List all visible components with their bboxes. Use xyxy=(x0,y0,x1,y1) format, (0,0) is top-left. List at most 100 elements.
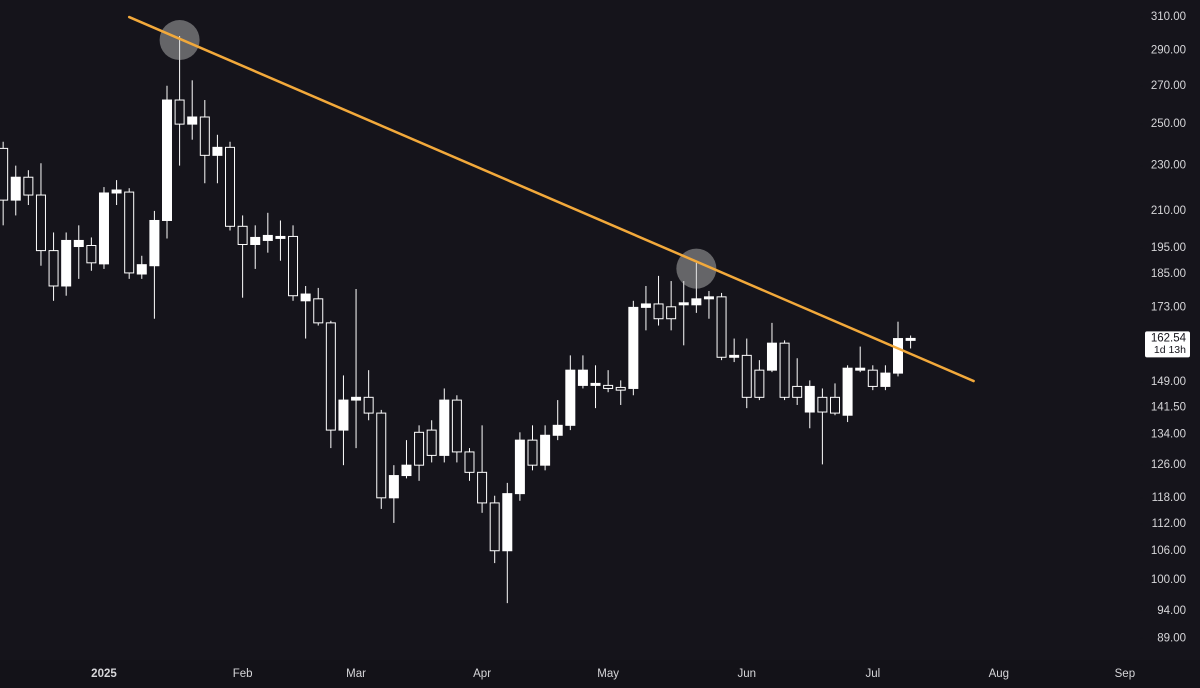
down-candle xyxy=(0,147,9,201)
down-candle xyxy=(35,194,46,252)
down-candle xyxy=(754,369,765,398)
y-tick-label: 126.00 xyxy=(1151,459,1186,471)
up-candle xyxy=(161,99,172,221)
up-candle xyxy=(880,372,891,387)
down-candle xyxy=(451,399,462,453)
up-candle xyxy=(552,424,563,436)
y-tick-label: 149.00 xyxy=(1151,376,1186,388)
y-tick-label: 195.00 xyxy=(1151,242,1186,254)
x-tick-label: Apr xyxy=(473,668,491,680)
down-candle xyxy=(615,386,626,391)
up-candle xyxy=(514,439,525,495)
up-candle xyxy=(338,399,349,431)
up-candle xyxy=(300,293,311,302)
up-candle xyxy=(893,338,904,374)
down-candle xyxy=(23,176,34,196)
up-candle xyxy=(766,342,777,371)
up-candle xyxy=(855,367,866,371)
up-candle xyxy=(98,192,109,265)
down-candle xyxy=(414,431,425,466)
x-tick-label: Feb xyxy=(233,668,253,680)
y-tick-label: 230.00 xyxy=(1151,160,1186,172)
up-candle xyxy=(540,434,551,466)
y-tick-label: 173.00 xyxy=(1151,301,1186,313)
up-candle xyxy=(187,116,198,125)
down-candle xyxy=(527,439,538,466)
down-candle xyxy=(48,250,59,287)
up-candle xyxy=(401,464,412,477)
up-candle xyxy=(565,369,576,426)
up-candle xyxy=(678,302,689,306)
up-candle xyxy=(275,235,286,239)
y-tick-label: 94.00 xyxy=(1157,605,1186,617)
up-candle xyxy=(842,367,853,416)
down-candle xyxy=(199,116,210,156)
y-tick-label: 112.00 xyxy=(1152,518,1186,530)
x-tick-label: Aug xyxy=(989,668,1009,680)
up-candle xyxy=(111,189,122,194)
down-candle xyxy=(779,342,790,398)
up-candle xyxy=(351,396,362,401)
down-candle xyxy=(489,502,500,552)
y-tick-label: 134.00 xyxy=(1151,429,1186,441)
y-tick-label: 106.00 xyxy=(1151,545,1186,557)
down-candle xyxy=(666,306,677,320)
down-candle xyxy=(86,245,97,264)
trendline xyxy=(127,15,975,383)
down-candle xyxy=(237,225,248,245)
down-candle xyxy=(653,303,664,320)
y-tick-label: 250.00 xyxy=(1151,118,1186,130)
down-candle xyxy=(741,354,752,398)
down-candle xyxy=(288,235,299,297)
x-tick-label: May xyxy=(597,668,619,680)
up-candle xyxy=(703,296,714,300)
down-candle xyxy=(464,451,475,473)
up-candle xyxy=(691,298,702,306)
y-tick-label: 185.00 xyxy=(1151,268,1186,280)
up-candle xyxy=(388,475,399,499)
down-candle xyxy=(426,429,437,456)
time-axis xyxy=(0,660,1200,688)
up-candle xyxy=(73,239,84,248)
x-tick-label: 2025 xyxy=(91,668,117,680)
y-tick-label: 118.00 xyxy=(1152,492,1186,504)
up-candle xyxy=(640,303,651,308)
up-candle xyxy=(804,385,815,413)
y-tick-label: 89.00 xyxy=(1157,632,1186,644)
up-candle xyxy=(250,236,261,245)
up-candle xyxy=(905,337,916,341)
up-candle xyxy=(61,239,72,287)
up-candle xyxy=(628,306,639,389)
up-candle xyxy=(212,146,223,156)
down-candle xyxy=(376,412,387,499)
down-candle xyxy=(174,99,185,125)
up-candle xyxy=(149,219,160,267)
y-tick-label: 141.50 xyxy=(1151,401,1186,413)
x-tick-label: Sep xyxy=(1115,668,1135,680)
price-label-box xyxy=(1145,331,1190,358)
down-candle xyxy=(792,385,803,398)
down-candle xyxy=(225,146,236,227)
up-candle xyxy=(577,369,588,386)
y-tick-label: 270.00 xyxy=(1151,80,1186,92)
down-candle xyxy=(477,471,488,504)
up-candle xyxy=(136,264,147,275)
up-candle xyxy=(502,493,513,552)
x-tick-label: Mar xyxy=(346,668,366,680)
down-candle xyxy=(716,296,727,358)
up-candle xyxy=(439,399,450,456)
down-candle xyxy=(325,322,336,431)
x-tick-label: Jul xyxy=(865,668,880,680)
y-tick-label: 290.00 xyxy=(1151,44,1186,56)
countdown: 1d 13h xyxy=(1154,344,1186,356)
down-candle xyxy=(817,396,828,413)
down-candle xyxy=(867,369,878,387)
down-candle xyxy=(603,384,614,389)
down-candle xyxy=(124,191,135,274)
x-tick-label: Jun xyxy=(737,668,756,680)
down-candle xyxy=(829,396,840,414)
up-candle xyxy=(590,382,601,386)
